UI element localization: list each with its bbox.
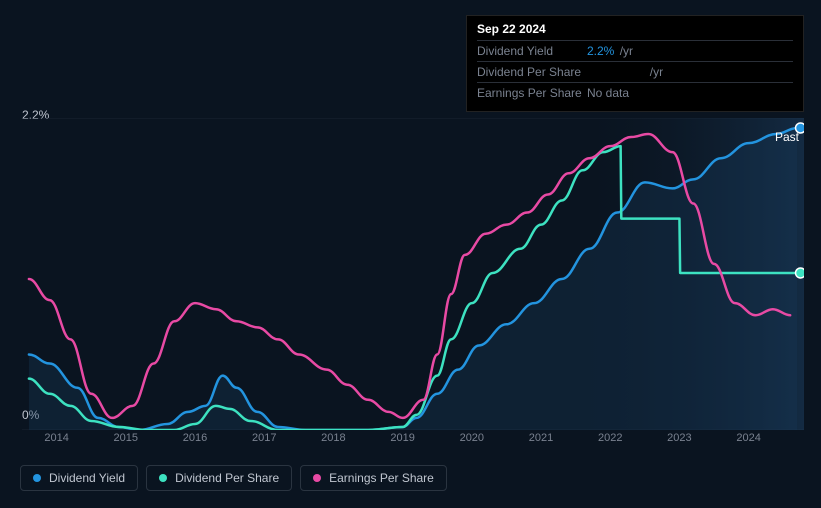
x-tick-label: 2020: [460, 432, 484, 444]
legend-dot: [313, 474, 321, 482]
x-tick-label: 2018: [321, 432, 345, 444]
legend-dot: [159, 474, 167, 482]
legend-label: Dividend Yield: [49, 471, 125, 485]
tooltip-value: JP¥10.000: [587, 65, 644, 79]
legend-item-dividend-per-share[interactable]: Dividend Per Share: [146, 465, 292, 491]
x-tick-label: 2021: [529, 432, 553, 444]
tooltip-row-eps: Earnings Per Share No data: [477, 82, 793, 103]
tooltip-suffix: /yr: [620, 44, 633, 58]
x-tick-label: 2024: [736, 432, 760, 444]
legend: Dividend Yield Dividend Per Share Earnin…: [20, 465, 447, 491]
legend-item-earnings-per-share[interactable]: Earnings Per Share: [300, 465, 447, 491]
legend-label: Earnings Per Share: [329, 471, 434, 485]
info-tooltip: Sep 22 2024 Dividend Yield 2.2% /yr Divi…: [466, 15, 804, 112]
x-tick-label: 2014: [44, 432, 68, 444]
tooltip-label: Dividend Yield: [477, 44, 587, 58]
x-tick-label: 2017: [252, 432, 276, 444]
tooltip-label: Earnings Per Share: [477, 86, 587, 100]
x-tick-label: 2022: [598, 432, 622, 444]
x-tick-label: 2015: [114, 432, 138, 444]
legend-label: Dividend Per Share: [175, 471, 279, 485]
x-tick-label: 2016: [183, 432, 207, 444]
legend-item-dividend-yield[interactable]: Dividend Yield: [20, 465, 138, 491]
tooltip-row-dps: Dividend Per Share JP¥10.000 /yr: [477, 61, 793, 82]
tooltip-value: No data: [587, 86, 629, 100]
tooltip-date: Sep 22 2024: [477, 22, 793, 40]
x-tick-label: 2019: [390, 432, 414, 444]
tooltip-value: 2.2%: [587, 44, 614, 58]
chart-plot-area[interactable]: [22, 118, 804, 430]
legend-dot: [33, 474, 41, 482]
x-tick-label: 2023: [667, 432, 691, 444]
tooltip-label: Dividend Per Share: [477, 65, 587, 79]
past-label: Past: [775, 130, 799, 144]
line-chart: [22, 118, 804, 430]
tooltip-row-yield: Dividend Yield 2.2% /yr: [477, 40, 793, 61]
tooltip-suffix: /yr: [650, 65, 663, 79]
